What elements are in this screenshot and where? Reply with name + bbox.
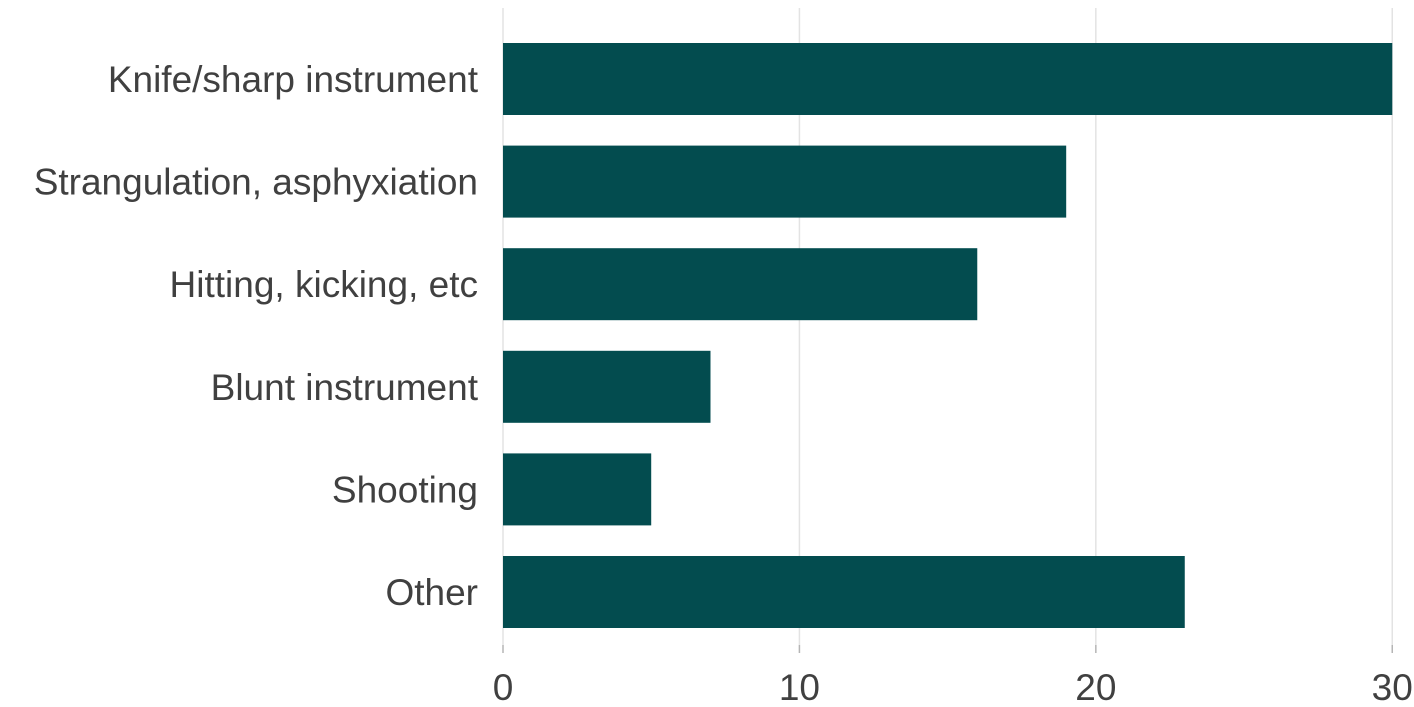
bar [503, 453, 652, 526]
bar [503, 350, 711, 423]
bar-layer [503, 43, 1393, 628]
x-tick-label: 20 [1075, 667, 1116, 707]
category-label: Knife/sharp instrument [108, 59, 479, 100]
x-tick-label: 30 [1372, 667, 1413, 707]
x-tick-label: 0 [493, 667, 514, 707]
category-label: Shooting [332, 469, 478, 510]
category-label-layer: Knife/sharp instrument Strangulation, asp… [34, 59, 479, 613]
bar [503, 43, 1393, 115]
x-tick-label: 10 [779, 667, 820, 707]
category-label: Hitting, kicking, etc [170, 264, 478, 305]
category-label: Blunt instrument [211, 367, 479, 408]
bar [503, 556, 1185, 628]
category-label: Other [385, 572, 478, 613]
x-tick-layer: 0 10 20 30 [493, 645, 1413, 707]
bar [503, 145, 1067, 218]
bar [503, 248, 978, 321]
category-label: Strangulation, asphyxiation [34, 162, 478, 203]
